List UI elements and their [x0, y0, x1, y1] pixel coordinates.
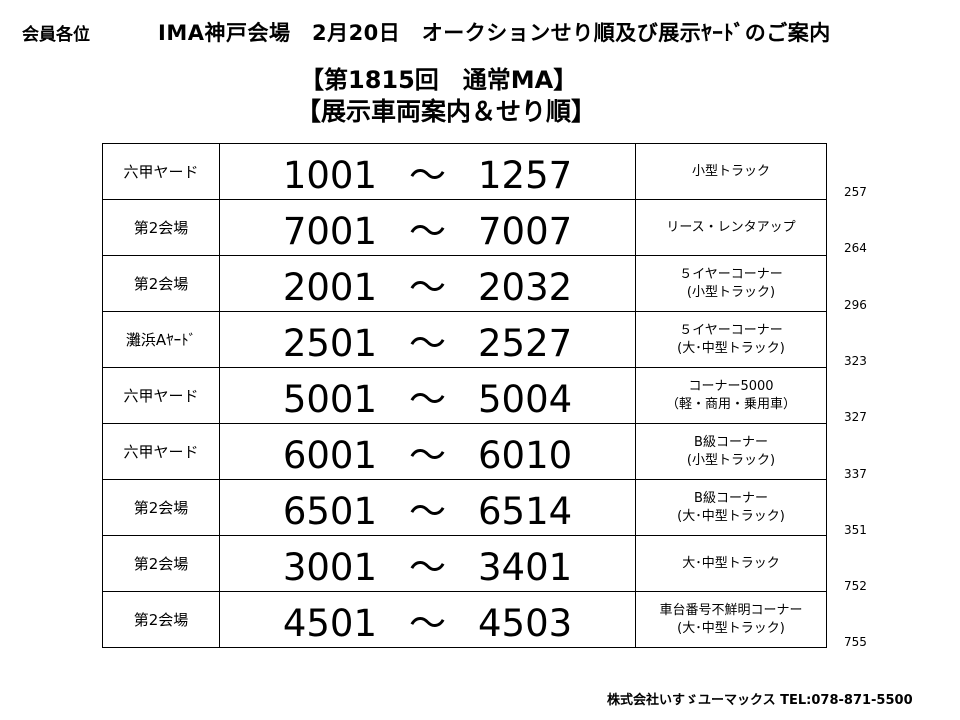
lot-range-cell: 4501 ～ 4503 [219, 591, 636, 648]
lot-range-separator: ～ [409, 377, 446, 421]
category-line: (大･中型トラック) [677, 508, 785, 524]
category-cell: リース・レンタアップ [635, 199, 827, 256]
category-cell: 小型トラック [635, 143, 827, 200]
lot-range-cell: 6001 ～ 6010 [219, 423, 636, 480]
lot-range-start: 1001 [282, 153, 377, 197]
cumulative-count: 755 [844, 635, 867, 650]
lot-range-cell: 7001 ～ 7007 [219, 199, 636, 256]
lot-range-start: 3001 [282, 545, 377, 589]
category-line: (小型トラック) [686, 284, 776, 300]
lot-range-separator: ～ [409, 265, 446, 309]
yard-cell: 六甲ヤード [102, 423, 220, 480]
cumulative-count: 296 [844, 297, 867, 312]
lot-range-start: 6001 [282, 433, 377, 477]
lot-range-end: 5004 [478, 377, 573, 421]
yard-cell: 六甲ヤード [102, 143, 220, 200]
cumulative-count: 351 [844, 522, 867, 537]
lot-range-cell: 1001 ～ 1257 [219, 143, 636, 200]
lot-range-start: 2501 [282, 321, 377, 365]
yard-cell: 第2会場 [102, 479, 220, 536]
table-row: 灘浜Aﾔｰﾄﾞ 2501 ～ 2527 ５イヤーコーナー (大･中型トラック) [102, 311, 827, 368]
yard-cell: 第2会場 [102, 255, 220, 312]
lot-range-end: 6514 [478, 489, 573, 533]
auction-schedule-table: 六甲ヤード 1001 ～ 1257 小型トラック第2会場 7001 ～ 7007 リース・レンタ… [102, 143, 827, 648]
lot-range-end: 1257 [478, 153, 573, 197]
category-line: B級コーナー [694, 490, 768, 506]
lot-range-separator: ～ [409, 321, 446, 365]
footer-company-contact: 株式会社いすゞユーマックス TEL:078-871-5500 [607, 693, 913, 708]
table-row: 六甲ヤード 1001 ～ 1257 小型トラック [102, 143, 827, 200]
category-line: (大･中型トラック) [677, 620, 785, 636]
lot-range-end: 6010 [478, 433, 573, 477]
lot-range-end: 2032 [478, 265, 573, 309]
table-row: 第2会場 3001 ～ 3401 大･中型トラック [102, 535, 827, 592]
category-line: 小型トラック [691, 163, 770, 179]
category-cell: ５イヤーコーナー (大･中型トラック) [635, 311, 827, 368]
cumulative-count: 752 [844, 579, 867, 594]
category-line: 車台番号不鮮明コーナー [659, 602, 803, 618]
lot-range-separator: ～ [409, 153, 446, 197]
cumulative-count: 264 [844, 241, 867, 256]
lot-range-end: 2527 [478, 321, 573, 365]
table-row: 第2会場 6501 ～ 6514 B級コーナー (大･中型トラック) [102, 479, 827, 536]
lot-range-start: 6501 [282, 489, 377, 533]
table-row: 六甲ヤード 5001 ～ 5004 コーナー5000 （軽・商用・乗用車） [102, 367, 827, 424]
yard-cell: 第2会場 [102, 199, 220, 256]
session-title: 【第1815回 通常MA】 [300, 66, 578, 94]
lot-range-start: 2001 [282, 265, 377, 309]
lot-range-separator: ～ [409, 209, 446, 253]
lot-range-separator: ～ [409, 545, 446, 589]
lot-range-cell: 3001 ～ 3401 [219, 535, 636, 592]
category-line: コーナー5000 [688, 378, 774, 394]
schedule-table-body: 六甲ヤード 1001 ～ 1257 小型トラック第2会場 7001 ～ 7007 リース・レンタ… [102, 143, 827, 648]
category-cell: B級コーナー (小型トラック) [635, 423, 827, 480]
cumulative-count: 337 [844, 466, 867, 481]
yard-cell: 第2会場 [102, 535, 220, 592]
table-row: 第2会場 4501 ～ 4503 車台番号不鮮明コーナー (大･中型トラック) [102, 591, 827, 648]
lot-range-end: 4503 [478, 601, 573, 645]
members-greeting: 会員各位 [22, 25, 90, 45]
category-line: ５イヤーコーナー [679, 322, 783, 338]
cumulative-count: 257 [844, 185, 867, 199]
category-cell: 車台番号不鮮明コーナー (大･中型トラック) [635, 591, 827, 648]
category-cell: B級コーナー (大･中型トラック) [635, 479, 827, 536]
table-row: 第2会場 2001 ～ 2032 ５イヤーコーナー (小型トラック) [102, 255, 827, 312]
lot-range-separator: ～ [409, 433, 446, 477]
category-line: B級コーナー [694, 434, 768, 450]
category-line: 大･中型トラック [682, 555, 780, 571]
lot-range-cell: 5001 ～ 5004 [219, 367, 636, 424]
category-cell: 大･中型トラック [635, 535, 827, 592]
category-line: (大･中型トラック) [677, 340, 785, 356]
lot-range-separator: ～ [409, 601, 446, 645]
yard-cell: 第2会場 [102, 591, 220, 648]
lot-range-end: 3401 [478, 545, 573, 589]
lot-range-start: 4501 [282, 601, 377, 645]
category-line: (小型トラック) [686, 452, 776, 468]
cumulative-count: 323 [844, 353, 867, 368]
guide-subtitle: 【展示車両案内＆せり順】 [296, 97, 597, 126]
table-row: 六甲ヤード 6001 ～ 6010 B級コーナー (小型トラック) [102, 423, 827, 480]
lot-range-separator: ～ [409, 489, 446, 533]
lot-range-cell: 6501 ～ 6514 [219, 479, 636, 536]
category-cell: ５イヤーコーナー (小型トラック) [635, 255, 827, 312]
yard-cell: 灘浜Aﾔｰﾄﾞ [102, 311, 220, 368]
table-row: 第2会場 7001 ～ 7007 リース・レンタアップ [102, 199, 827, 256]
category-line: リース・レンタアップ [666, 219, 796, 235]
cumulative-count: 327 [844, 410, 867, 425]
lot-range-end: 7007 [478, 209, 573, 253]
yard-cell: 六甲ヤード [102, 367, 220, 424]
lot-range-cell: 2501 ～ 2527 [219, 311, 636, 368]
category-cell: コーナー5000 （軽・商用・乗用車） [635, 367, 827, 424]
category-line: ５イヤーコーナー [679, 266, 783, 282]
lot-range-start: 5001 [282, 377, 377, 421]
page-title: IMA神戸会場 2月20日 オークションせり順及び展示ﾔｰﾄﾞのご案内 [158, 21, 831, 45]
category-line: （軽・商用・乗用車） [665, 396, 796, 412]
lot-range-start: 7001 [282, 209, 377, 253]
lot-range-cell: 2001 ～ 2032 [219, 255, 636, 312]
